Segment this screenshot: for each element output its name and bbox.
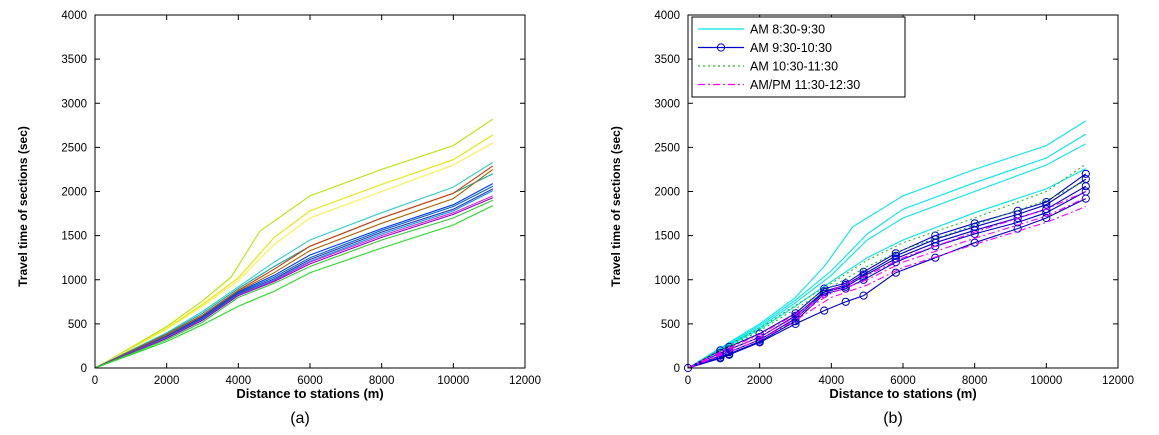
series-line-2 xyxy=(688,133,1087,368)
series-line-4 xyxy=(95,161,494,368)
series-line-7 xyxy=(95,168,494,368)
x-tick-label: 6000 xyxy=(890,375,916,387)
x-axis-label: Distance to stations (m) xyxy=(829,386,976,401)
panel-caption: (b) xyxy=(883,410,903,427)
series-line-4 xyxy=(688,168,1087,368)
y-tick-label: 2500 xyxy=(654,142,680,154)
series-line-1 xyxy=(95,118,494,368)
x-tick-label: 0 xyxy=(92,375,98,387)
y-tick-label: 2000 xyxy=(654,187,680,199)
series-line-12 xyxy=(688,190,1087,368)
series-group xyxy=(95,118,494,368)
series-marker xyxy=(891,258,900,267)
series-marker xyxy=(970,229,979,238)
legend-label: AM/PM 11:30-12:30 xyxy=(750,78,860,92)
y-tick-label: 3000 xyxy=(654,98,680,110)
series-line-6 xyxy=(95,165,494,368)
series-line-10 xyxy=(688,163,1087,368)
series-marker xyxy=(891,251,900,260)
series-line-13 xyxy=(95,197,494,368)
x-tick-label: 2000 xyxy=(747,375,773,387)
series-line-14 xyxy=(95,199,494,368)
series-marker xyxy=(841,297,850,306)
series-line-5 xyxy=(688,173,1087,368)
series-marker xyxy=(820,306,829,315)
series-line-13 xyxy=(688,197,1087,368)
series-line-9 xyxy=(688,191,1087,368)
x-tick-label: 10000 xyxy=(1030,375,1062,387)
series-marker xyxy=(931,253,940,262)
legend-box xyxy=(691,16,906,98)
x-tick-label: 12000 xyxy=(1102,375,1134,387)
series-line-3 xyxy=(688,143,1087,368)
x-tick-label: 10000 xyxy=(437,375,469,387)
y-axis-label: Travel time of sections (sec) xyxy=(16,126,30,287)
y-tick-label: 0 xyxy=(81,363,87,375)
x-tick-label: 0 xyxy=(685,375,691,387)
series-line-1 xyxy=(688,120,1087,368)
legend-label: AM 9:30-10:30 xyxy=(750,41,832,55)
series-line-15 xyxy=(95,205,494,368)
legend-label: AM 10:30-11:30 xyxy=(750,60,838,74)
series-marker xyxy=(1042,200,1051,209)
series-group xyxy=(688,120,1090,368)
series-marker xyxy=(1081,182,1090,191)
legend-marker xyxy=(716,43,726,52)
y-tick-label: 3500 xyxy=(61,54,87,66)
chart-panel-b: 0 2000 4000 6000 8000 10000 12000 0 500 1000 1500 2… xyxy=(609,10,1134,427)
series-marker xyxy=(755,337,764,346)
y-tick-label: 1500 xyxy=(61,231,87,243)
series-marker xyxy=(1042,213,1051,223)
x-tick-label: 2000 xyxy=(154,375,180,387)
series-line-14 xyxy=(688,205,1087,368)
y-tick-label: 2000 xyxy=(61,187,87,199)
x-tick-label: 12000 xyxy=(509,375,541,387)
series-line-8 xyxy=(688,198,1087,368)
series-marker xyxy=(791,319,800,328)
x-tick-label: 4000 xyxy=(226,375,252,387)
series-line-7 xyxy=(688,185,1087,368)
series-marker xyxy=(725,349,734,358)
series-marker xyxy=(891,249,900,258)
series-line-2 xyxy=(95,134,494,368)
x-tick-label: 8000 xyxy=(369,375,395,387)
y-tick-label: 4000 xyxy=(654,10,680,22)
axes-frame xyxy=(94,14,526,369)
series-line-3 xyxy=(95,142,494,368)
x-tick-label: 6000 xyxy=(297,375,323,387)
series-marker xyxy=(931,242,940,251)
x-tick-label: 8000 xyxy=(962,375,988,387)
series-marker xyxy=(791,317,800,326)
panel-caption: (a) xyxy=(290,410,310,427)
y-tick-label: 3500 xyxy=(654,54,680,66)
legend: AM 8:30-9:30 AM 9:30-10:30 AM 10:30-11:30 A… xyxy=(691,16,906,98)
y-tick-label: 1000 xyxy=(654,275,680,287)
y-tick-label: 1500 xyxy=(654,231,680,243)
series-marker xyxy=(716,348,725,358)
chart-panel-a: 0 2000 4000 6000 8000 10000 12000 0 500 1000 1500 2… xyxy=(16,10,541,427)
y-tick-label: 0 xyxy=(674,363,680,375)
series-marker xyxy=(970,238,979,247)
y-tick-label: 2500 xyxy=(61,142,87,154)
y-tick-label: 4000 xyxy=(61,10,87,22)
series-line-11 xyxy=(688,180,1087,368)
y-axis-label: Travel time of sections (sec) xyxy=(609,126,623,287)
series-marker xyxy=(1013,213,1022,223)
legend-label: AM 8:30-9:30 xyxy=(750,23,825,37)
y-tick-label: 1000 xyxy=(61,275,87,287)
series-marker xyxy=(859,291,868,300)
x-axis-label: Distance to stations (m) xyxy=(236,386,383,401)
y-tick-label: 500 xyxy=(68,319,87,331)
series-marker xyxy=(1081,187,1090,196)
y-tick-label: 3000 xyxy=(61,98,87,110)
series-marker xyxy=(1081,169,1090,178)
x-tick-label: 4000 xyxy=(819,375,845,387)
y-tick-label: 500 xyxy=(661,319,680,331)
